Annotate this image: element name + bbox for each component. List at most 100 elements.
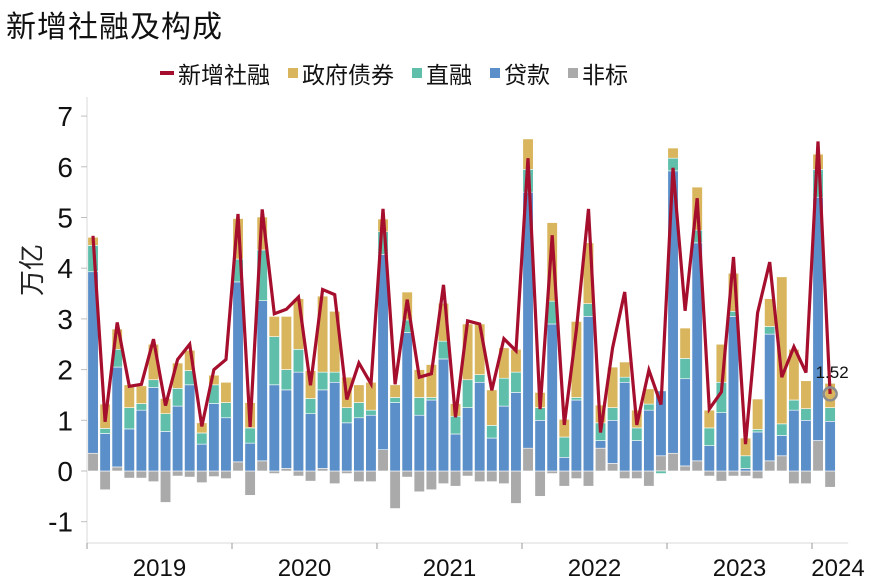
bar-segment bbox=[715, 470, 727, 482]
bar-segment bbox=[377, 449, 389, 472]
bar-segment bbox=[437, 340, 450, 360]
bar-segment bbox=[522, 447, 534, 472]
bar-segment bbox=[208, 470, 220, 477]
bar-segment bbox=[244, 427, 256, 444]
bar-segment bbox=[147, 470, 159, 482]
y-tick-label: -1 bbox=[48, 507, 73, 538]
bar-segment bbox=[244, 470, 256, 496]
bar-segment bbox=[607, 419, 619, 464]
bar-segment bbox=[123, 407, 135, 430]
bar-segment bbox=[594, 447, 607, 472]
bar-segment bbox=[655, 455, 667, 472]
bar-segment bbox=[788, 470, 800, 484]
bar-segment bbox=[824, 470, 836, 488]
bar-segment bbox=[341, 407, 353, 424]
bar-segment bbox=[232, 281, 244, 463]
bar-segment bbox=[727, 316, 740, 472]
bar-segment bbox=[594, 440, 607, 449]
bar-segment bbox=[401, 470, 413, 478]
bar-segment bbox=[99, 470, 111, 491]
bar-segment bbox=[546, 470, 558, 474]
bar-segment bbox=[462, 407, 474, 472]
bar-segment bbox=[643, 409, 655, 472]
bar-segment bbox=[111, 466, 123, 472]
bar-segment bbox=[449, 415, 462, 435]
bar-segment bbox=[317, 389, 329, 469]
bar-segment bbox=[534, 419, 546, 472]
bar-segment bbox=[99, 433, 111, 472]
bar-segment bbox=[147, 379, 159, 388]
bar-segment bbox=[631, 427, 643, 441]
bar-segment bbox=[292, 470, 305, 477]
bar-segment bbox=[268, 470, 280, 474]
bar-segment bbox=[208, 403, 220, 472]
legend-item-loans: 贷款 bbox=[490, 56, 550, 90]
bar-segment bbox=[582, 316, 595, 472]
total-financing-line bbox=[91, 141, 832, 445]
bar-segment bbox=[389, 470, 401, 509]
bar-segment bbox=[498, 405, 510, 472]
bar-segment bbox=[546, 222, 558, 302]
bar-segment bbox=[413, 414, 425, 472]
bar-segment bbox=[304, 470, 317, 482]
bar-segment bbox=[727, 470, 740, 477]
bar-segment bbox=[631, 440, 643, 472]
legend-box-swatch bbox=[568, 68, 578, 78]
bar-segment bbox=[401, 332, 413, 472]
bar-segment bbox=[172, 470, 184, 477]
bar-segment bbox=[172, 388, 184, 407]
bar-segment bbox=[160, 470, 172, 503]
bar-segment bbox=[703, 470, 715, 477]
bar-segment bbox=[437, 470, 450, 484]
bar-segment bbox=[244, 442, 256, 472]
y-tick-label: 0 bbox=[57, 456, 73, 487]
bar-segment bbox=[474, 470, 486, 482]
bar-segment bbox=[486, 425, 498, 439]
x-tick-label: 2024 bbox=[811, 555, 864, 580]
bar-segment bbox=[691, 460, 703, 472]
annotation-label: 1.52 bbox=[816, 363, 849, 382]
bar-segment bbox=[184, 384, 196, 472]
bar-segment bbox=[304, 398, 317, 415]
chart-title: 新增社融及构成 bbox=[6, 10, 223, 45]
bar-segment bbox=[172, 405, 184, 472]
bar-segment bbox=[389, 397, 401, 403]
bar-segment bbox=[353, 402, 365, 419]
bar-segment bbox=[111, 366, 123, 468]
y-tick-label: 3 bbox=[57, 304, 73, 335]
bar-segment bbox=[667, 452, 679, 472]
bar-segment bbox=[631, 470, 643, 479]
bar-segment bbox=[570, 399, 582, 472]
bar-segment bbox=[292, 349, 305, 373]
bar-segment bbox=[715, 412, 727, 472]
bar-segment bbox=[135, 409, 147, 472]
x-tick-label: 2023 bbox=[713, 555, 766, 580]
bar-segment bbox=[353, 384, 365, 403]
bar-segment bbox=[449, 433, 462, 472]
bar-segment bbox=[268, 336, 280, 386]
bar-segment bbox=[679, 378, 691, 467]
bar-segment bbox=[752, 431, 764, 472]
bar-segment bbox=[764, 460, 776, 472]
bar-segment bbox=[546, 323, 558, 472]
bar-segment bbox=[498, 377, 510, 407]
bar-segment bbox=[776, 276, 788, 425]
bar-segment bbox=[449, 470, 462, 487]
bar-segment bbox=[135, 403, 147, 411]
bar-segment bbox=[425, 399, 437, 472]
bar-segment bbox=[486, 470, 498, 482]
bar-segment bbox=[317, 371, 329, 391]
bar-segment bbox=[607, 407, 619, 421]
legend-item-direct-financing: 直融 bbox=[412, 56, 472, 90]
legend-label: 新增社融 bbox=[178, 63, 270, 89]
bar-segment bbox=[824, 421, 836, 472]
bar-segment bbox=[824, 407, 836, 422]
bar-segment bbox=[752, 398, 764, 430]
bar-segment bbox=[353, 470, 365, 482]
legend-label: 非标 bbox=[582, 63, 628, 89]
bar-segment bbox=[389, 402, 401, 472]
bar-segment bbox=[123, 470, 135, 479]
bar-segment bbox=[425, 470, 437, 491]
bar-segment bbox=[534, 407, 546, 421]
bar-segment bbox=[353, 417, 365, 472]
